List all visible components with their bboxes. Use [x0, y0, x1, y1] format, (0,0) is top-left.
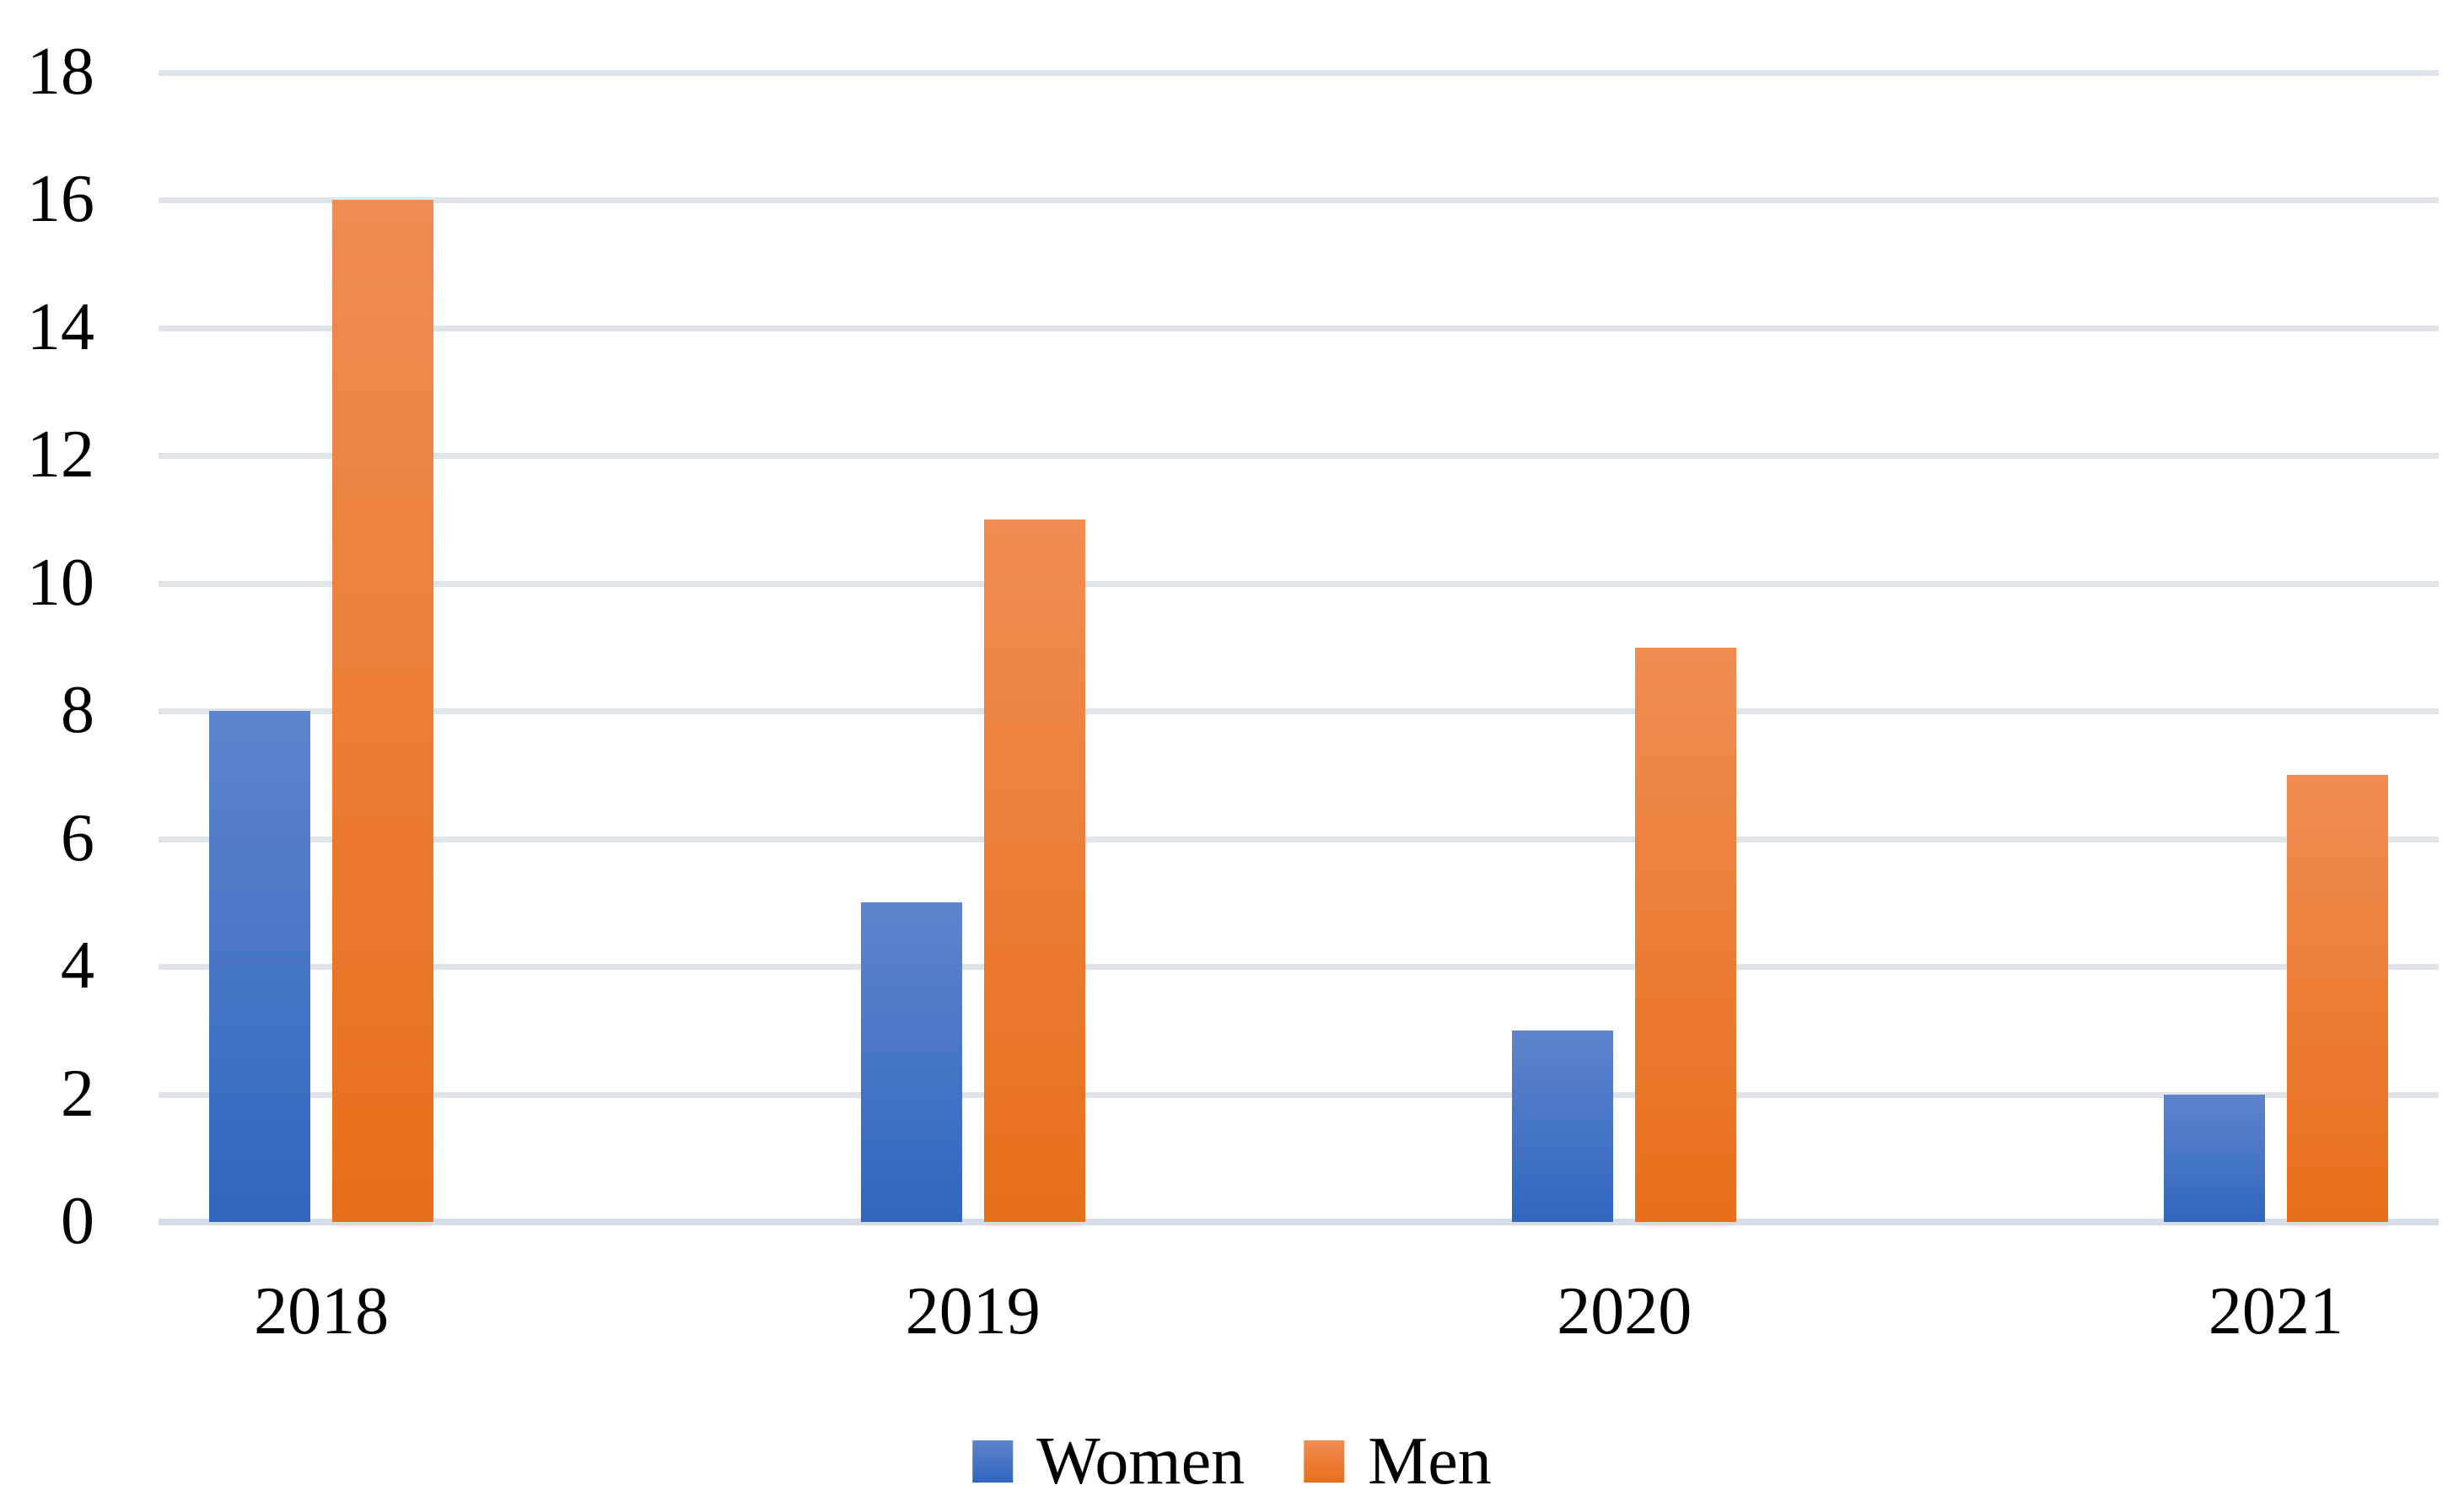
- y-tick-label-4: 4: [61, 928, 94, 1004]
- gridline-y-4: [159, 964, 2439, 971]
- y-tick-label-10: 10: [27, 545, 94, 620]
- legend: Women Men: [972, 1428, 1492, 1495]
- y-tick-label-8: 8: [61, 673, 94, 748]
- x-category-label-2019: 2019: [905, 1274, 1041, 1348]
- bar-men-2018: [332, 200, 434, 1222]
- legend-swatch-women: [972, 1440, 1014, 1483]
- bar-men-2021: [2286, 774, 2388, 1222]
- gridline-y-18: [159, 70, 2439, 76]
- bar-women-2021: [2163, 1094, 2265, 1222]
- bar-women-2018: [209, 711, 311, 1222]
- legend-item-women: Women: [972, 1428, 1245, 1495]
- gridline-y-14: [159, 325, 2439, 331]
- gridline-y-6: [159, 836, 2439, 842]
- y-tick-label-0: 0: [61, 1184, 94, 1258]
- legend-item-men: Men: [1304, 1428, 1492, 1495]
- bar-women-2020: [1512, 1030, 1614, 1222]
- gridline-y-12: [159, 453, 2439, 460]
- bar-women-2019: [860, 902, 962, 1222]
- x-category-label-2018: 2018: [254, 1274, 390, 1348]
- legend-swatch-men: [1304, 1440, 1345, 1483]
- legend-label-men: Men: [1368, 1424, 1492, 1499]
- bar-men-2019: [983, 519, 1085, 1222]
- gridline-y-2: [159, 1091, 2439, 1098]
- bar-men-2020: [1635, 647, 1737, 1222]
- legend-label-women: Women: [1036, 1424, 1245, 1499]
- x-axis-line: [159, 1219, 2439, 1225]
- y-tick-label-6: 6: [61, 800, 94, 875]
- plot-area: [159, 70, 2439, 1225]
- gridline-y-8: [159, 708, 2439, 715]
- y-tick-label-16: 16: [27, 162, 94, 237]
- gridline-y-16: [159, 197, 2439, 204]
- y-tick-label-14: 14: [27, 289, 94, 364]
- x-category-label-2021: 2021: [2208, 1274, 2343, 1348]
- gridline-y-10: [159, 580, 2439, 587]
- x-category-label-2020: 2020: [1557, 1274, 1692, 1348]
- y-tick-label-18: 18: [27, 35, 94, 109]
- y-tick-label-12: 12: [27, 417, 94, 492]
- y-tick-label-2: 2: [61, 1056, 94, 1131]
